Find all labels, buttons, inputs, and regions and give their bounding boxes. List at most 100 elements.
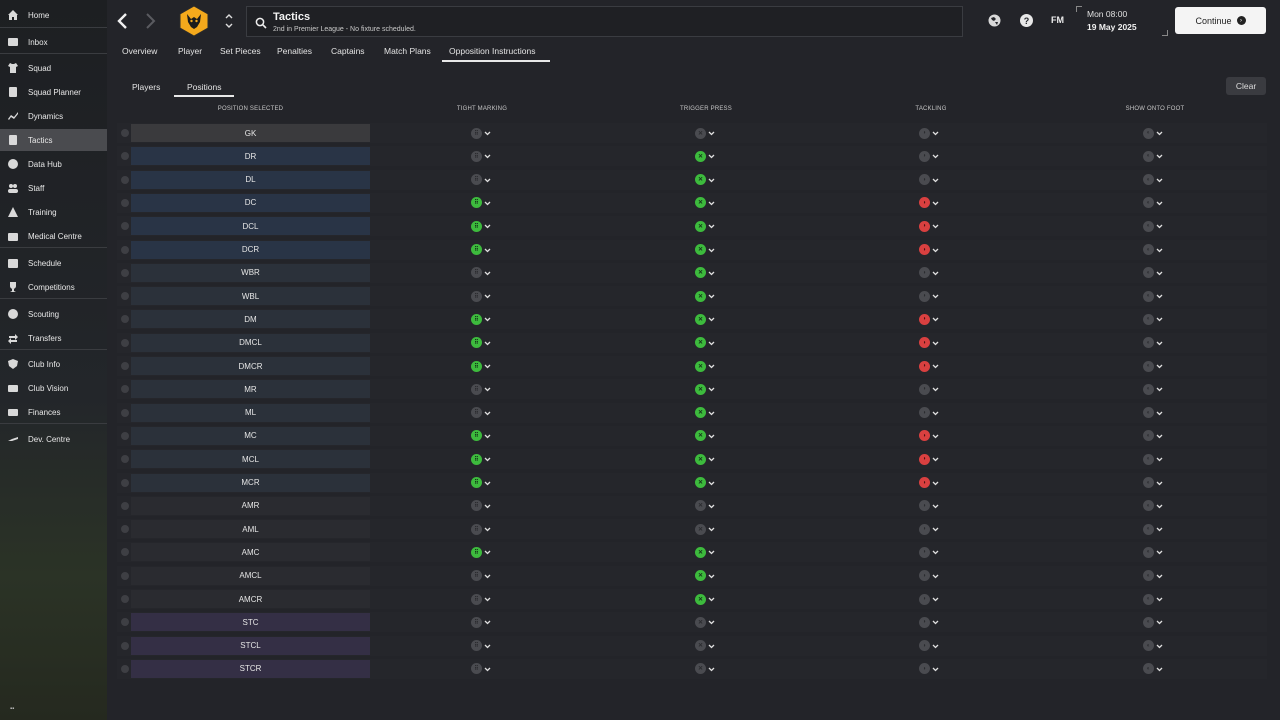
- trigger-press-dropdown[interactable]: ✕: [695, 196, 717, 210]
- position-cell[interactable]: GK: [131, 124, 370, 142]
- tight-marking-dropdown[interactable]: ⠿: [471, 429, 493, 443]
- sidebar-item-squad[interactable]: Squad: [0, 57, 107, 79]
- row-select-checkbox[interactable]: [121, 478, 129, 487]
- sidebar-item-staff[interactable]: Staff: [0, 177, 107, 199]
- tight-marking-dropdown[interactable]: ⠿: [471, 243, 493, 257]
- trigger-press-dropdown[interactable]: ✕: [695, 336, 717, 350]
- tackling-dropdown[interactable]: ◗: [919, 639, 941, 653]
- show-onto-foot-dropdown[interactable]: ◐: [1143, 312, 1165, 326]
- tight-marking-dropdown[interactable]: ⠿: [471, 173, 493, 187]
- tackling-dropdown[interactable]: ◗: [919, 382, 941, 396]
- show-onto-foot-dropdown[interactable]: ◐: [1143, 545, 1165, 559]
- position-cell[interactable]: MCR: [131, 473, 370, 492]
- sidebar-item-home[interactable]: Home: [0, 4, 107, 26]
- tight-marking-dropdown[interactable]: ⠿: [471, 406, 493, 420]
- tackling-dropdown[interactable]: ◗: [919, 266, 941, 280]
- trigger-press-dropdown[interactable]: ✕: [695, 569, 717, 583]
- search-bar[interactable]: Tactics 2nd in Premier League - No fixtu…: [246, 6, 963, 37]
- position-cell[interactable]: MC: [131, 426, 370, 445]
- tab-set-pieces[interactable]: Set Pieces: [220, 46, 261, 56]
- tight-marking-dropdown[interactable]: ⠿: [471, 336, 493, 350]
- tight-marking-dropdown[interactable]: ⠿: [471, 639, 493, 653]
- tight-marking-dropdown[interactable]: ⠿: [471, 196, 493, 210]
- sidebar-item-competitions[interactable]: Competitions: [0, 276, 107, 298]
- show-onto-foot-dropdown[interactable]: ◐: [1143, 359, 1165, 373]
- tight-marking-dropdown[interactable]: ⠿: [471, 615, 493, 629]
- tackling-dropdown[interactable]: ◗: [919, 476, 941, 490]
- sidebar-item-dynamics[interactable]: Dynamics: [0, 105, 107, 127]
- position-cell[interactable]: STCR: [131, 659, 370, 678]
- position-cell[interactable]: DMCR: [131, 357, 370, 375]
- tab-match-plans[interactable]: Match Plans: [384, 46, 431, 56]
- sidebar-item-club-vision[interactable]: Club Vision: [0, 377, 107, 399]
- tight-marking-dropdown[interactable]: ⠿: [471, 476, 493, 490]
- tight-marking-dropdown[interactable]: ⠿: [471, 126, 493, 140]
- row-select-checkbox[interactable]: [121, 641, 129, 650]
- tight-marking-dropdown[interactable]: ⠿: [471, 359, 493, 373]
- sidebar-item-training[interactable]: Training: [0, 201, 107, 223]
- row-select-checkbox[interactable]: [121, 664, 129, 673]
- tackling-dropdown[interactable]: ◗: [919, 545, 941, 559]
- back-arrow-icon[interactable]: [116, 12, 130, 30]
- trigger-press-dropdown[interactable]: ✕: [695, 126, 717, 140]
- position-cell[interactable]: DM: [131, 310, 370, 329]
- row-select-checkbox[interactable]: [121, 385, 129, 394]
- trigger-press-dropdown[interactable]: ✕: [695, 149, 717, 163]
- tackling-dropdown[interactable]: ◗: [919, 219, 941, 233]
- show-onto-foot-dropdown[interactable]: ◐: [1143, 243, 1165, 257]
- help-icon[interactable]: ?: [1019, 13, 1034, 28]
- show-onto-foot-dropdown[interactable]: ◐: [1143, 219, 1165, 233]
- subtab-players[interactable]: Players: [132, 82, 161, 92]
- position-cell[interactable]: STCL: [131, 636, 370, 655]
- show-onto-foot-dropdown[interactable]: ◐: [1143, 126, 1165, 140]
- continue-button[interactable]: Continue ›: [1175, 7, 1266, 34]
- sidebar-toggle-icon[interactable]: ▪▪: [10, 706, 15, 712]
- tight-marking-dropdown[interactable]: ⠿: [471, 452, 493, 466]
- tab-captains[interactable]: Captains: [331, 46, 365, 56]
- show-onto-foot-dropdown[interactable]: ◐: [1143, 266, 1165, 280]
- row-select-checkbox[interactable]: [121, 362, 129, 370]
- row-select-checkbox[interactable]: [121, 198, 129, 207]
- trigger-press-dropdown[interactable]: ✕: [695, 243, 717, 257]
- row-select-checkbox[interactable]: [121, 408, 129, 417]
- row-select-checkbox[interactable]: [121, 431, 129, 440]
- row-select-checkbox[interactable]: [121, 455, 129, 464]
- position-cell[interactable]: AML: [131, 520, 370, 539]
- show-onto-foot-dropdown[interactable]: ◐: [1143, 336, 1165, 350]
- tackling-dropdown[interactable]: ◗: [919, 592, 941, 606]
- position-cell[interactable]: DCR: [131, 240, 370, 259]
- position-cell[interactable]: ML: [131, 403, 370, 422]
- trigger-press-dropdown[interactable]: ✕: [695, 499, 717, 513]
- show-onto-foot-dropdown[interactable]: ◐: [1143, 499, 1165, 513]
- tab-player[interactable]: Player: [178, 46, 203, 56]
- position-cell[interactable]: DL: [131, 170, 370, 189]
- tackling-dropdown[interactable]: ◗: [919, 312, 941, 326]
- sidebar-item-club-info[interactable]: Club Info: [0, 353, 107, 375]
- show-onto-foot-dropdown[interactable]: ◐: [1143, 639, 1165, 653]
- tackling-dropdown[interactable]: ◗: [919, 243, 941, 257]
- trigger-press-dropdown[interactable]: ✕: [695, 615, 717, 629]
- row-select-checkbox[interactable]: [121, 548, 129, 557]
- position-cell[interactable]: DC: [131, 193, 370, 212]
- row-select-checkbox[interactable]: [121, 525, 129, 534]
- position-cell[interactable]: AMCR: [131, 590, 370, 608]
- tackling-dropdown[interactable]: ◗: [919, 522, 941, 536]
- world-icon[interactable]: [987, 13, 1002, 28]
- tackling-dropdown[interactable]: ◗: [919, 196, 941, 210]
- tab-penalties[interactable]: Penalties: [277, 46, 312, 56]
- show-onto-foot-dropdown[interactable]: ◐: [1143, 382, 1165, 396]
- position-cell[interactable]: DR: [131, 147, 370, 166]
- show-onto-foot-dropdown[interactable]: ◐: [1143, 429, 1165, 443]
- row-select-checkbox[interactable]: [121, 222, 129, 231]
- row-select-checkbox[interactable]: [121, 245, 129, 254]
- show-onto-foot-dropdown[interactable]: ◐: [1143, 406, 1165, 420]
- position-cell[interactable]: AMR: [131, 496, 370, 515]
- sidebar-item-scouting[interactable]: Scouting: [0, 303, 107, 325]
- fm-logo[interactable]: FM: [1051, 15, 1064, 25]
- show-onto-foot-dropdown[interactable]: ◐: [1143, 173, 1165, 187]
- clear-button[interactable]: Clear: [1226, 77, 1266, 95]
- trigger-press-dropdown[interactable]: ✕: [695, 545, 717, 559]
- trigger-press-dropdown[interactable]: ✕: [695, 359, 717, 373]
- show-onto-foot-dropdown[interactable]: ◐: [1143, 289, 1165, 303]
- tight-marking-dropdown[interactable]: ⠿: [471, 545, 493, 559]
